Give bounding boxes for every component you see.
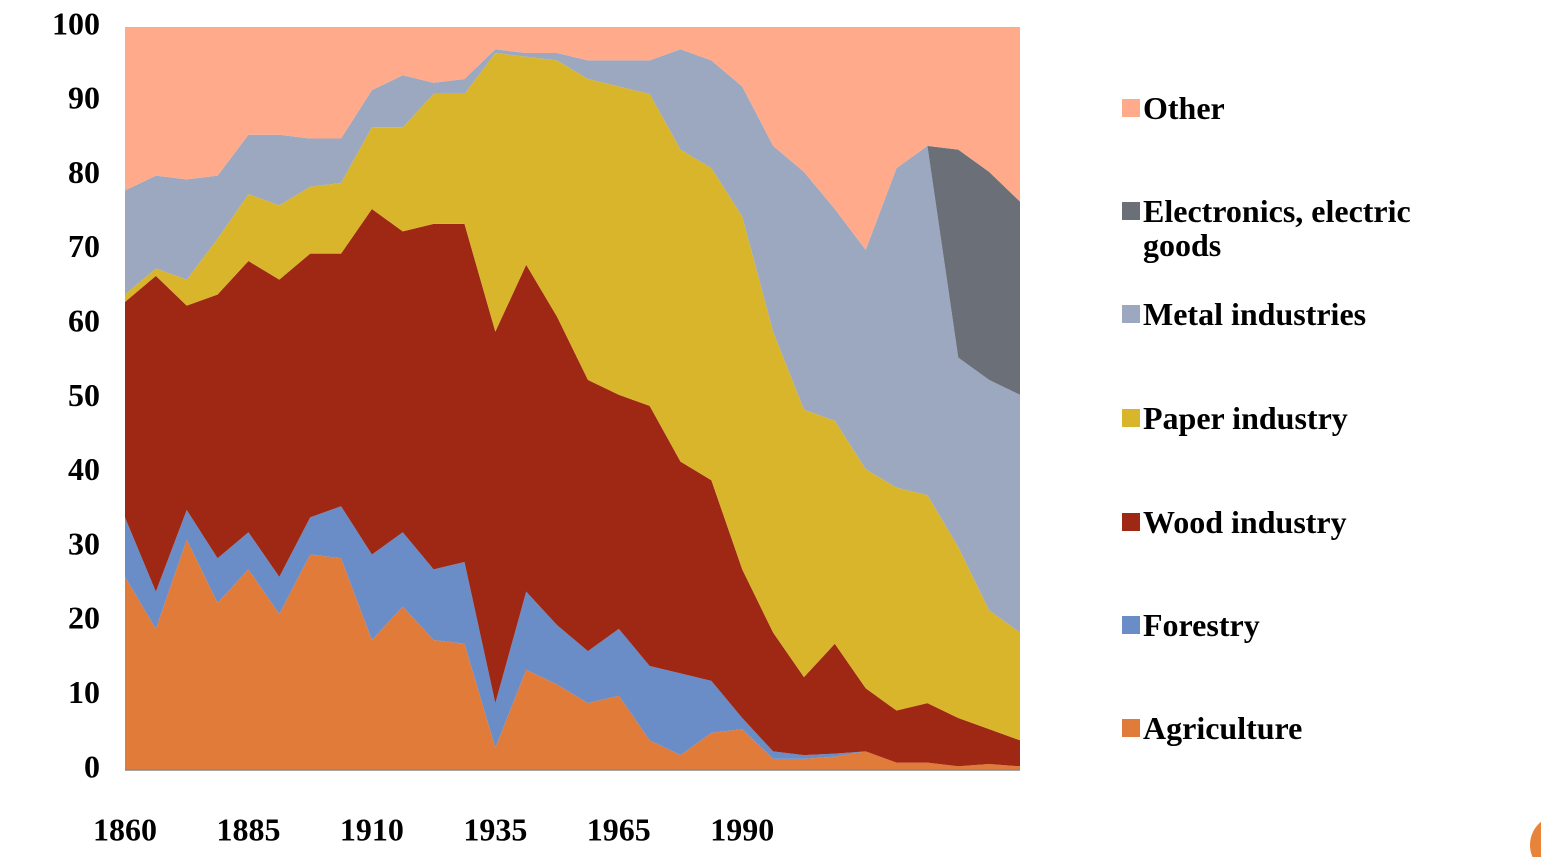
y-tick-label: 60 <box>68 303 100 339</box>
legend-label: Other <box>1143 90 1225 126</box>
area <box>125 49 1020 633</box>
legend-swatch <box>1122 409 1140 427</box>
legend-label: Paper industry <box>1143 400 1348 436</box>
y-tick-label: 80 <box>68 154 100 190</box>
area <box>125 539 1020 770</box>
y-tick-label: 40 <box>68 451 100 487</box>
legend-label: Metal industries <box>1143 296 1367 332</box>
y-tick-label: 90 <box>68 80 100 116</box>
y-tick-label: 10 <box>68 674 100 710</box>
y-tick-label: 20 <box>68 600 100 636</box>
x-tick-label: 1885 <box>216 811 280 847</box>
legend-swatch <box>1122 305 1140 323</box>
area <box>125 27 1020 250</box>
decoration <box>1530 821 1541 857</box>
area <box>125 506 1020 767</box>
legend-item: Wood industry <box>1120 505 1480 539</box>
y-tick-label: 30 <box>68 525 100 561</box>
legend-swatch <box>1122 616 1140 634</box>
x-tick-label: 1935 <box>463 811 527 847</box>
legend-label: Electronics, electric goods <box>1143 193 1411 263</box>
area <box>125 209 1020 767</box>
legend-item: Paper industry <box>1120 401 1480 435</box>
legend-item: Metal industries <box>1120 297 1480 331</box>
y-tick-label: 100 <box>52 5 100 41</box>
legend-item: Other <box>1120 91 1480 125</box>
x-tick-label: 1910 <box>340 811 404 847</box>
x-tick-label: 1860 <box>93 811 157 847</box>
legend-item: Agriculture <box>1120 711 1480 745</box>
legend-label: Forestry <box>1143 607 1260 643</box>
area <box>125 53 1020 741</box>
y-tick-label: 70 <box>68 228 100 264</box>
legend-item: Forestry <box>1120 608 1480 642</box>
legend-label: Agriculture <box>1143 710 1303 746</box>
legend-swatch <box>1122 99 1140 117</box>
legend-swatch <box>1122 202 1140 220</box>
x-tick-label: 1965 <box>587 811 651 847</box>
legend-swatch <box>1122 513 1140 531</box>
legend-label: Wood industry <box>1143 504 1347 540</box>
y-tick-label: 0 <box>84 748 100 784</box>
y-tick-label: 50 <box>68 377 100 413</box>
legend-swatch <box>1122 719 1140 737</box>
legend-item: Electronics, electric goods <box>1120 194 1480 262</box>
x-tick-label: 1990 <box>710 811 774 847</box>
